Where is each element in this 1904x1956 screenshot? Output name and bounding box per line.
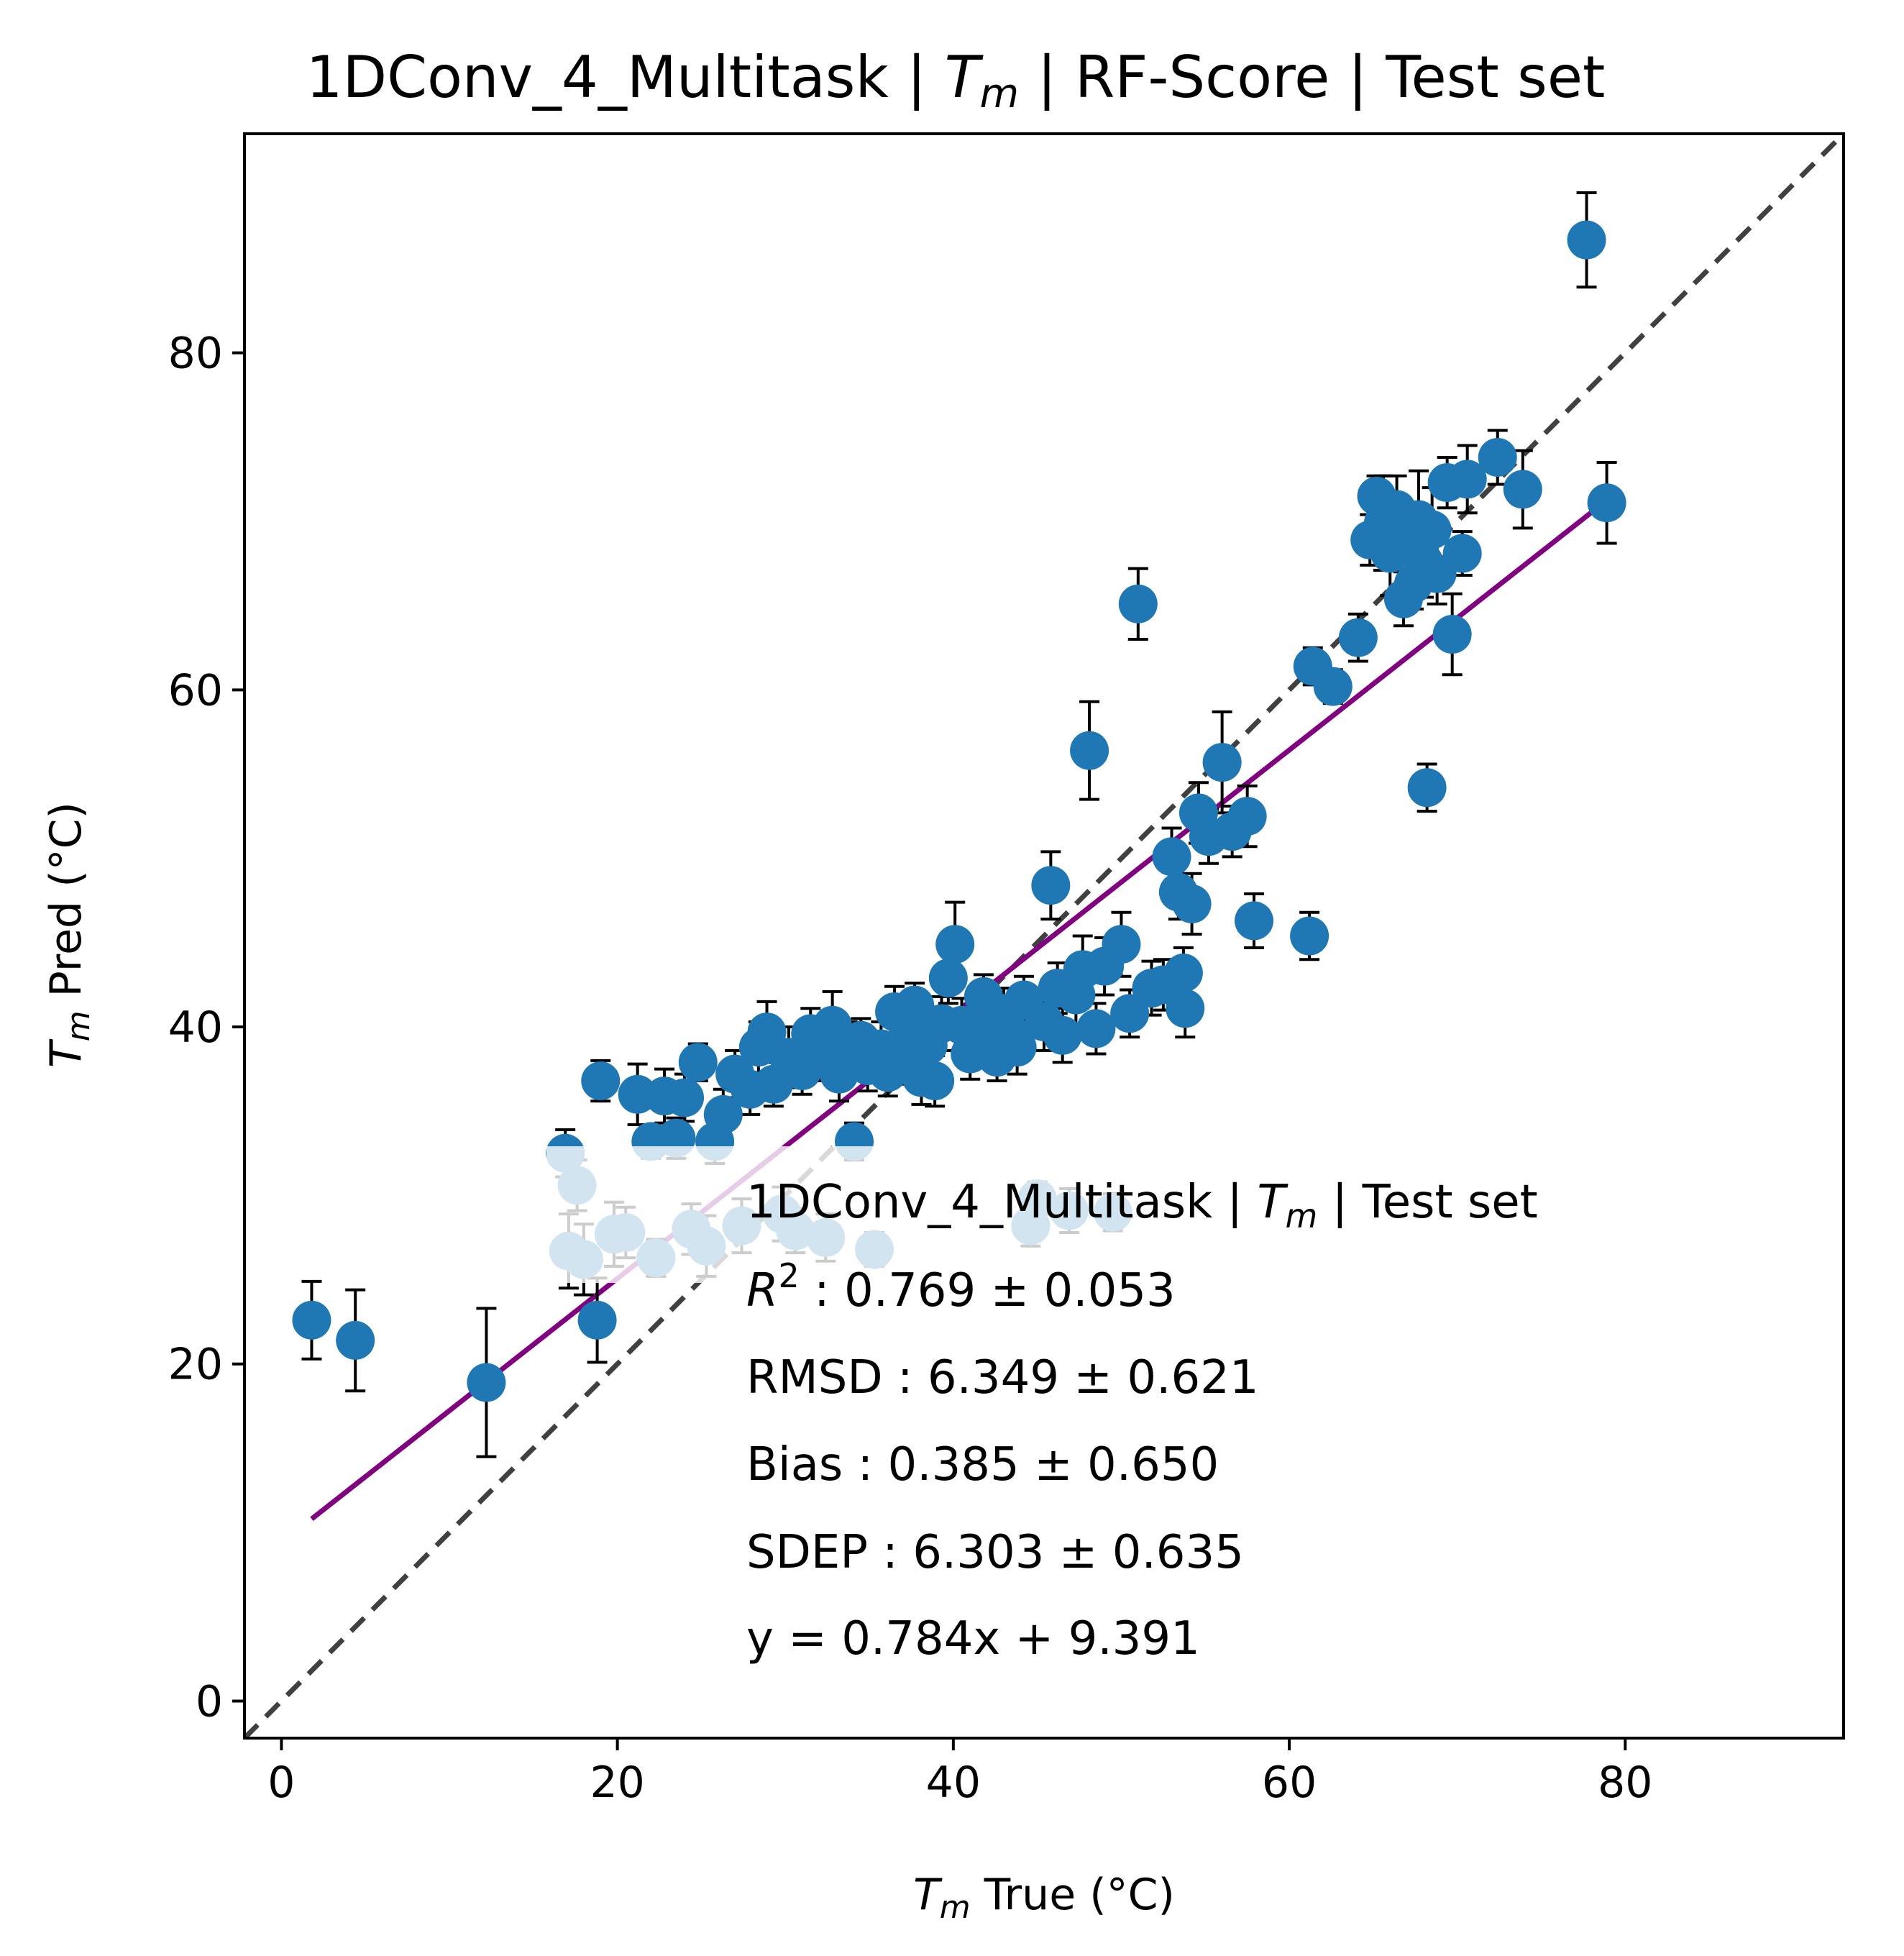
chart-title: 1DConv_4_Multitask | Tm | RF-Score | Tes…: [306, 44, 1606, 117]
data-point: [1102, 925, 1141, 964]
data-point: [1031, 866, 1071, 905]
data-point: [1076, 1009, 1116, 1048]
data-point: [1043, 1015, 1082, 1055]
data-point: [1070, 731, 1109, 770]
ylabel-tm-sub: m: [60, 1010, 97, 1041]
title-tm-base: T: [945, 44, 984, 111]
title-part-2: | RF-Score | Test set: [1019, 44, 1605, 111]
data-point: [1567, 220, 1606, 260]
ylabel-tm-base: T: [41, 1038, 91, 1068]
xlabel-rest: True (°C): [971, 1870, 1175, 1920]
xlabel-tm-base: T: [913, 1870, 943, 1920]
annotation-line: RMSD : 6.349 ± 0.621: [746, 1351, 1259, 1404]
data-point: [292, 1300, 331, 1340]
axes-frame: [243, 132, 1845, 1740]
data-point: [1407, 768, 1447, 808]
x-tick-label: 20: [590, 1758, 644, 1808]
data-point: [1313, 667, 1353, 706]
y-tick-label: 40: [168, 1002, 223, 1053]
data-point: [747, 1013, 787, 1052]
y-tick-label: 80: [168, 329, 223, 379]
data-point: [1290, 916, 1329, 956]
data-point: [1172, 884, 1212, 923]
x-tick-label: 40: [926, 1758, 981, 1808]
xlabel-tm-sub: m: [940, 1889, 971, 1926]
title-part-1: 1DConv_4_Multitask |: [306, 44, 945, 111]
stats-annotation: 1DConv_4_Multitask | Tm | Test set R2 : 0…: [546, 1146, 1798, 1665]
data-point: [665, 1078, 705, 1118]
x-tick-label: 60: [1262, 1758, 1317, 1808]
annotation-heading: 1DConv_4_Multitask | Tm | Test set: [746, 1176, 1538, 1235]
title-tm-sub: m: [979, 70, 1019, 117]
y-tick-label: 60: [168, 665, 223, 716]
data-point: [1227, 797, 1267, 836]
data-point: [928, 959, 968, 998]
data-point: [581, 1061, 621, 1101]
annotation-line: SDEP : 6.303 ± 0.635: [746, 1526, 1244, 1579]
data-point: [915, 1061, 955, 1101]
data-point: [1338, 618, 1378, 657]
x-tick-label: 80: [1598, 1758, 1652, 1808]
annotation-line: Bias : 0.385 ± 0.650: [746, 1438, 1219, 1491]
annotation-line: R2 : 0.769 ± 0.053: [746, 1256, 1176, 1317]
y-tick-label: 20: [168, 1340, 223, 1390]
data-point: [703, 1094, 743, 1134]
data-point: [1152, 837, 1191, 877]
data-point: [1118, 584, 1158, 623]
data-point: [577, 1300, 617, 1340]
x-tick-label: 0: [267, 1758, 295, 1808]
annotation-line: y = 0.784x + 9.391: [746, 1612, 1200, 1665]
x-axis-title: Tm True (°C): [913, 1870, 1175, 1926]
data-point: [1587, 483, 1626, 523]
y-axis-title: Tm Pred (°C): [41, 802, 97, 1068]
data-point: [1202, 743, 1242, 782]
data-point: [935, 925, 975, 964]
data-point: [1442, 534, 1482, 573]
annotation-box: [546, 1146, 1798, 1283]
data-point: [1432, 615, 1472, 654]
data-point: [1166, 989, 1205, 1028]
data-point: [997, 1028, 1037, 1067]
data-point: [1447, 460, 1487, 499]
axis-ticks: 0 20 40 60 80 0 20 40 60 80: [168, 329, 1653, 1808]
data-point: [1478, 437, 1517, 477]
data-point: [467, 1363, 506, 1402]
data-point: [1163, 954, 1203, 993]
data-point: [336, 1320, 375, 1360]
data-point: [678, 1043, 718, 1082]
data-point: [1235, 901, 1274, 941]
ylabel-rest: Pred (°C): [41, 802, 91, 1010]
data-point: [1503, 470, 1542, 509]
data-point: [1412, 510, 1452, 549]
identity-line: [244, 134, 1844, 1738]
y-tick-label: 0: [196, 1676, 223, 1727]
data-point: [1110, 994, 1150, 1033]
